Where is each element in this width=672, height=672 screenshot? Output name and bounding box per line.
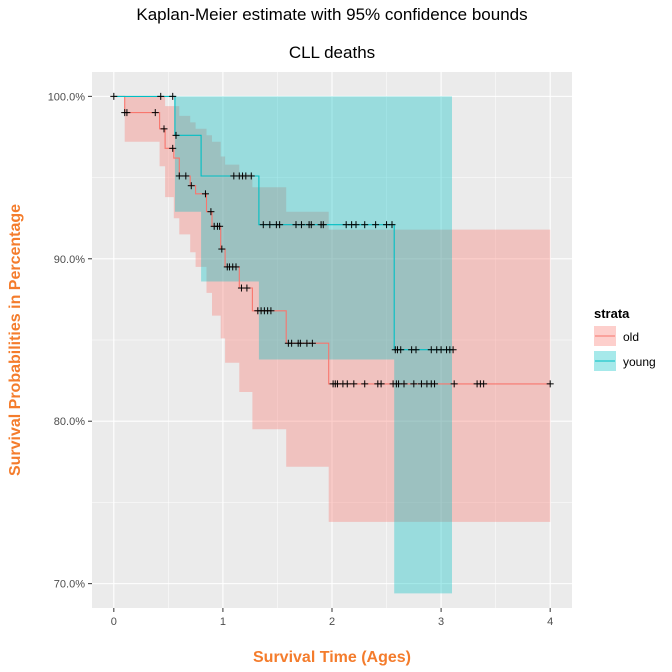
chart-subtitle: CLL deaths: [289, 43, 375, 62]
censor-mark-young: [412, 346, 420, 354]
censor-mark-young: [157, 92, 165, 100]
confidence-band-young: [113, 96, 453, 594]
censor-marks: [110, 92, 554, 388]
censor-mark-old: [410, 380, 418, 388]
y-axis-title: Survival Probabilities in Percentage: [7, 204, 24, 476]
y-axis-ticks: 70.0% 80.0% 90.0% 100.0%: [48, 91, 92, 591]
legend-label-old: old: [623, 330, 639, 344]
censor-mark-old: [182, 172, 190, 180]
legend-key-old: old: [594, 326, 639, 346]
censor-mark-old: [218, 245, 226, 253]
y-tick-label: 70.0%: [54, 579, 85, 591]
censor-mark-old: [216, 222, 224, 230]
x-tick-label: 0: [111, 616, 117, 628]
x-tick-label: 3: [438, 616, 444, 628]
censor-mark-old: [207, 208, 215, 216]
censor-mark-old: [450, 380, 458, 388]
censor-mark-old: [400, 380, 408, 388]
censor-mark-young: [361, 221, 369, 229]
censor-mark-old: [232, 263, 240, 271]
censor-mark-young: [388, 221, 396, 229]
censor-mark-old: [308, 339, 316, 347]
y-tick-label: 90.0%: [54, 254, 85, 266]
censor-mark-old: [175, 172, 183, 180]
survival-curves: [113, 95, 551, 385]
censor-mark-old: [169, 144, 177, 152]
y-tick-label: 80.0%: [54, 416, 85, 428]
legend-key-young: young: [594, 351, 656, 371]
censor-mark-young: [372, 221, 380, 229]
censor-mark-young: [266, 221, 274, 229]
censor-mark-young: [276, 221, 284, 229]
confidence-bands: [113, 96, 551, 594]
censor-mark-old: [361, 380, 369, 388]
censor-mark-young: [259, 221, 267, 229]
censor-mark-young: [297, 221, 305, 229]
censor-mark-old: [151, 109, 159, 117]
x-axis-ticks: 0 1 2 3 4: [111, 608, 553, 628]
y-tick-label: 100.0%: [48, 91, 86, 103]
legend-label-young: young: [623, 355, 656, 369]
x-axis-title: Survival Time (Ages): [253, 649, 411, 666]
censor-mark-old: [160, 125, 168, 133]
censor-mark-old: [480, 380, 488, 388]
censor-mark-old: [296, 339, 304, 347]
censor-mark-old: [288, 339, 296, 347]
censor-mark-old: [546, 380, 554, 388]
censor-mark-young: [172, 131, 180, 139]
survival-line-young: [113, 95, 452, 351]
censor-mark-old: [431, 380, 439, 388]
censor-mark-old: [267, 307, 275, 315]
censor-mark-old: [377, 380, 385, 388]
censor-mark-old: [187, 182, 195, 190]
x-tick-label: 1: [220, 616, 226, 628]
censor-mark-young: [169, 92, 177, 100]
censor-mark-young: [352, 221, 360, 229]
confidence-band-old: [113, 96, 551, 522]
chart-title: Kaplan-Meier estimate with 95% confidenc…: [136, 5, 527, 24]
legend-title: strata: [594, 306, 630, 321]
censor-mark-young: [319, 221, 327, 229]
censor-mark-young: [397, 346, 405, 354]
survival-line-old: [113, 95, 551, 385]
censor-mark-old: [123, 109, 131, 117]
censor-mark-old: [243, 284, 251, 292]
legend: strata old young: [594, 306, 656, 371]
censor-mark-old: [350, 380, 358, 388]
censor-mark-young: [307, 221, 315, 229]
censor-mark-young: [247, 172, 255, 180]
censor-mark-young: [110, 92, 118, 100]
censor-mark-young: [449, 346, 457, 354]
censor-mark-old: [343, 380, 351, 388]
x-tick-label: 4: [547, 616, 553, 628]
censor-mark-old: [201, 190, 209, 198]
x-tick-label: 2: [329, 616, 335, 628]
